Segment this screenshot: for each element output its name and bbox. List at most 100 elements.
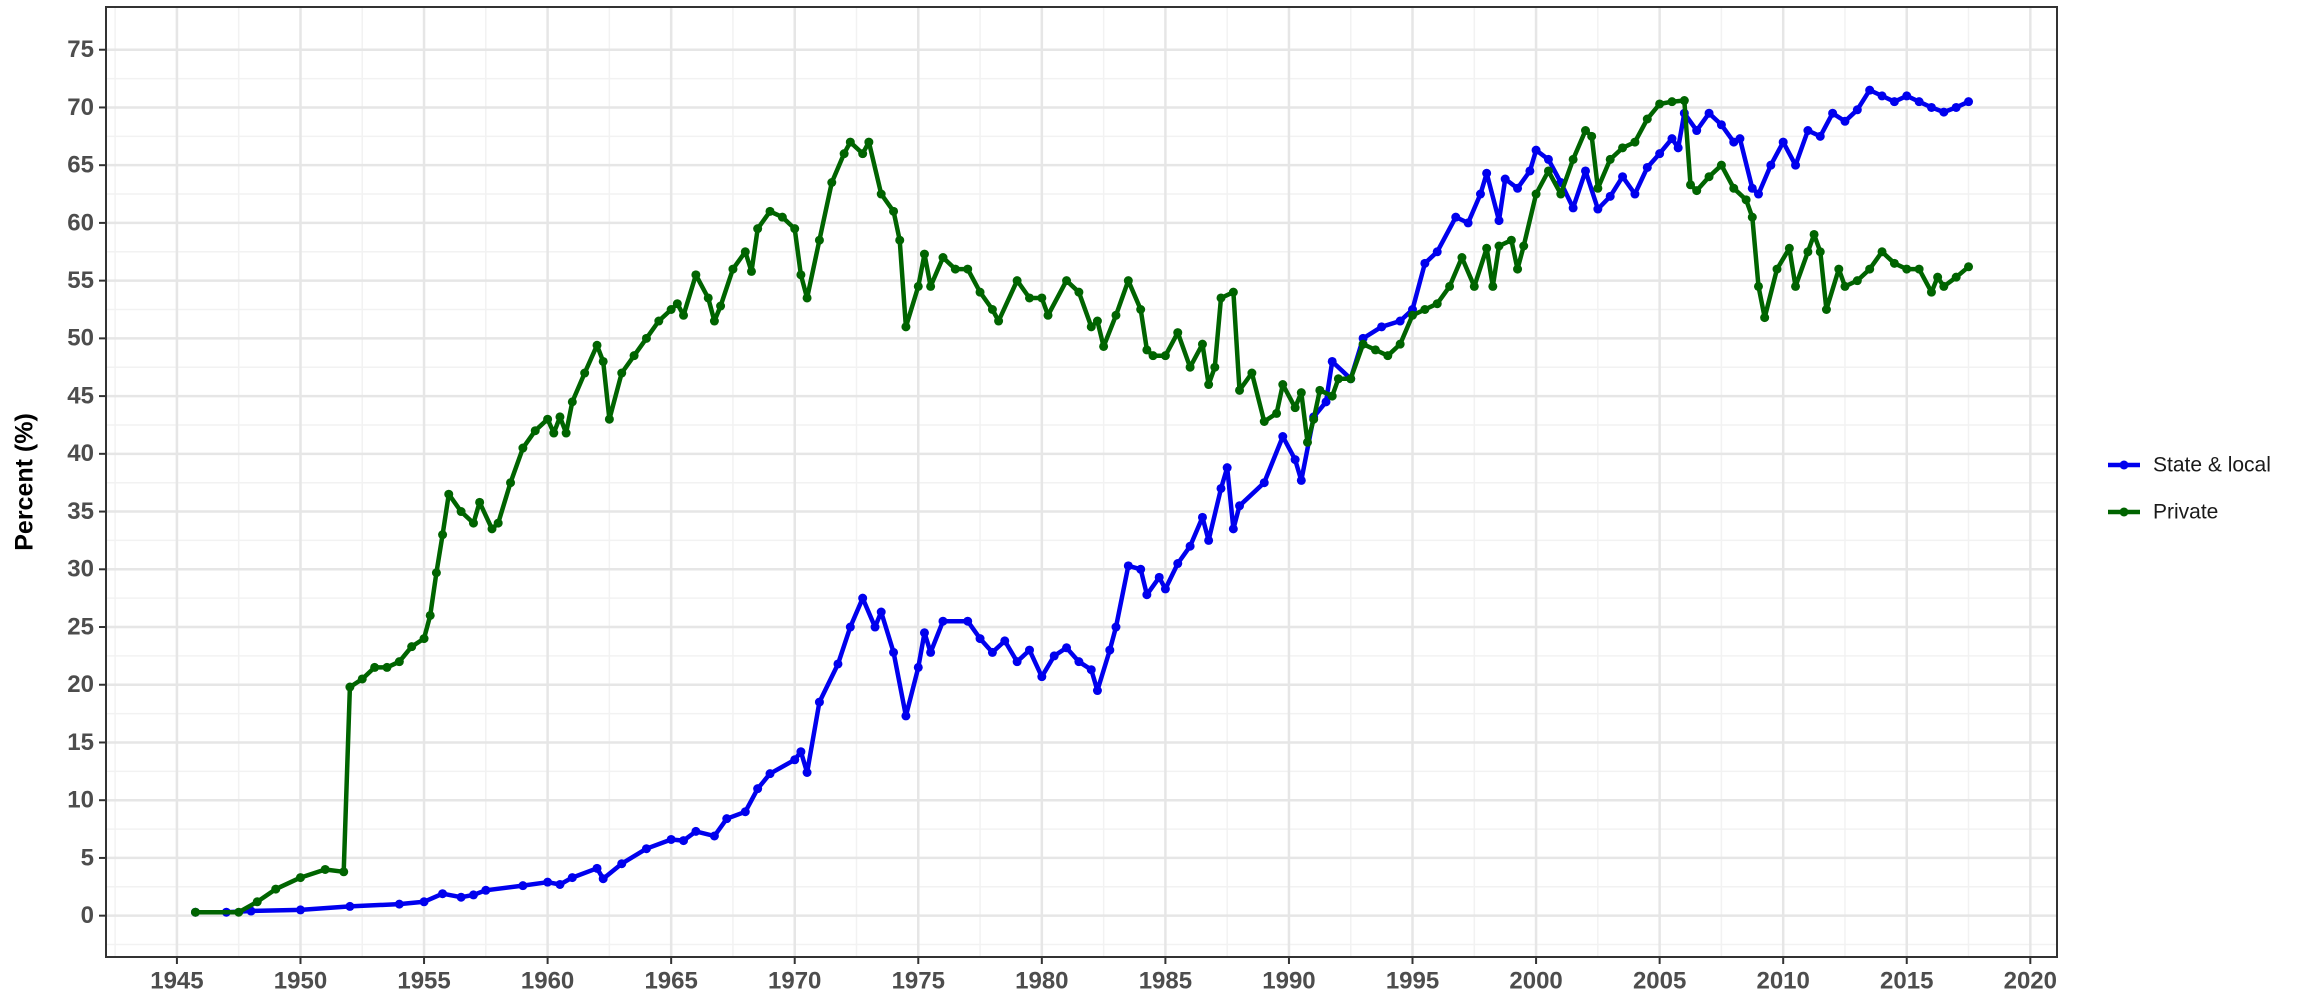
data-point <box>1525 166 1535 176</box>
x-tick-label: 1975 <box>892 967 945 994</box>
data-point <box>431 568 441 578</box>
data-point <box>753 224 763 234</box>
data-point <box>963 616 973 626</box>
data-point <box>833 659 843 669</box>
data-point <box>1142 345 1152 355</box>
data-point <box>1327 391 1337 401</box>
data-point <box>740 247 750 257</box>
data-point <box>1642 162 1652 172</box>
data-point <box>234 907 244 917</box>
data-point <box>802 293 812 303</box>
data-point <box>1488 281 1498 291</box>
data-point <box>1160 351 1170 361</box>
data-point <box>1074 287 1084 297</box>
data-point <box>1655 149 1665 159</box>
data-point <box>1463 218 1473 228</box>
data-point <box>802 767 812 777</box>
data-point <box>1383 351 1393 361</box>
data-point <box>1964 262 1974 272</box>
data-point <box>1451 212 1461 222</box>
data-point <box>444 489 454 499</box>
y-tick-label: 70 <box>67 94 94 121</box>
data-point <box>814 697 824 707</box>
data-point <box>1926 102 1936 112</box>
data-point <box>641 333 651 343</box>
data-point <box>1803 247 1813 257</box>
data-point <box>1791 281 1801 291</box>
x-tick-label: 1960 <box>521 967 574 994</box>
data-point <box>1327 356 1337 366</box>
data-point <box>1618 172 1628 182</box>
data-point <box>1760 313 1770 323</box>
data-point <box>864 137 874 147</box>
data-point <box>1889 97 1899 107</box>
data-point <box>629 351 639 361</box>
data-point <box>1766 160 1776 170</box>
data-point <box>1716 120 1726 130</box>
data-point <box>753 784 763 794</box>
data-point <box>1587 131 1597 141</box>
data-point <box>1568 154 1578 164</box>
data-point <box>1395 316 1405 326</box>
y-tick-label: 45 <box>67 382 94 409</box>
data-point <box>709 831 719 841</box>
x-tick-label: 1955 <box>397 967 450 994</box>
data-point <box>1216 293 1226 303</box>
data-point <box>1012 657 1022 667</box>
data-point <box>1173 559 1183 569</box>
data-point <box>407 642 417 652</box>
data-point <box>926 281 936 291</box>
data-point <box>1809 229 1819 239</box>
data-point <box>765 206 775 216</box>
data-point <box>493 518 503 528</box>
data-point <box>357 674 367 684</box>
data-point <box>938 616 948 626</box>
data-point <box>1580 126 1590 136</box>
data-point <box>666 834 676 844</box>
data-point <box>1543 166 1553 176</box>
data-point <box>1482 168 1492 178</box>
data-point <box>1247 368 1257 378</box>
data-point <box>1519 241 1529 251</box>
x-tick-label: 2010 <box>1756 967 1809 994</box>
data-point <box>1216 483 1226 493</box>
data-point <box>456 507 466 517</box>
data-point <box>1111 622 1121 632</box>
data-point <box>592 340 602 350</box>
data-point <box>1395 339 1405 349</box>
data-point <box>1791 160 1801 170</box>
data-point <box>487 524 497 534</box>
data-point <box>1358 339 1368 349</box>
y-tick-label: 5 <box>81 844 94 871</box>
y-tick-label: 30 <box>67 556 94 583</box>
data-point <box>1605 191 1615 201</box>
data-point <box>1852 105 1862 115</box>
data-point <box>190 907 200 917</box>
data-point <box>1951 102 1961 112</box>
data-point <box>1024 645 1034 655</box>
data-point <box>598 874 608 884</box>
data-point <box>1296 388 1306 398</box>
x-tick-label: 1945 <box>150 967 203 994</box>
data-point <box>777 212 787 222</box>
data-point <box>1568 203 1578 213</box>
data-point <box>814 235 824 245</box>
data-point <box>1074 657 1084 667</box>
data-point <box>1840 116 1850 126</box>
data-point <box>1939 107 1949 117</box>
data-point <box>1259 478 1269 488</box>
y-tick-label: 0 <box>81 902 94 929</box>
data-point <box>1753 189 1763 199</box>
data-point <box>1716 160 1726 170</box>
data-point <box>1815 247 1825 257</box>
legend-swatch-point <box>2119 460 2129 470</box>
data-point <box>1852 276 1862 286</box>
data-point <box>1197 339 1207 349</box>
data-point <box>1951 272 1961 282</box>
x-tick-label: 2005 <box>1633 967 1686 994</box>
data-point <box>271 884 281 894</box>
data-point <box>679 836 689 846</box>
data-point <box>1142 590 1152 600</box>
data-point <box>530 426 540 436</box>
data-point <box>1197 512 1207 522</box>
